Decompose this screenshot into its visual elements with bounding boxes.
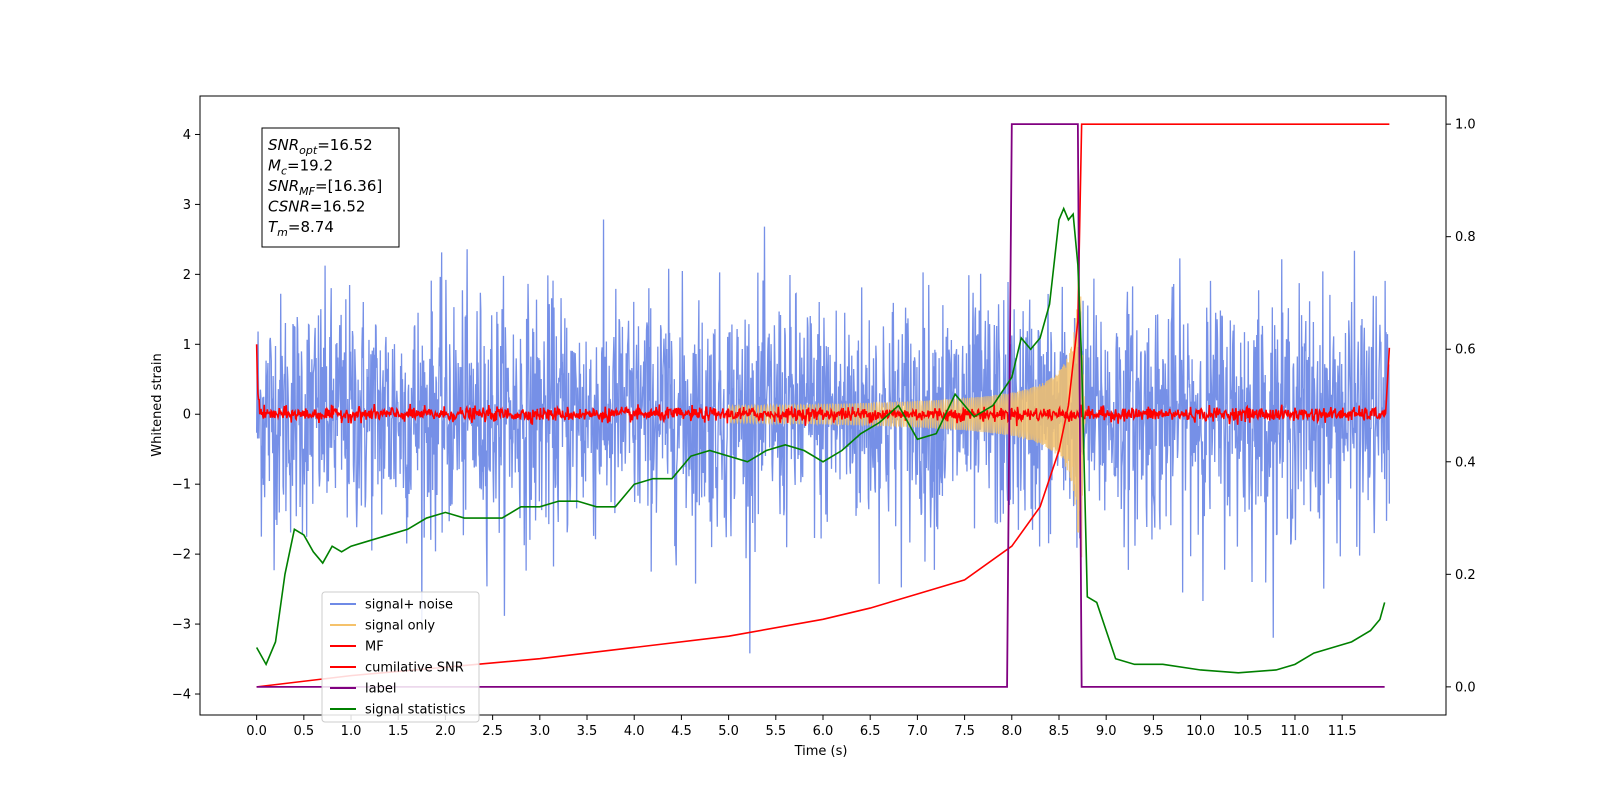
x-tick-label: 1.0: [341, 724, 362, 739]
x-tick-label: 3.5: [577, 724, 598, 739]
y-axis-label: Whitened strain: [150, 353, 165, 456]
y2-tick-label: 0.4: [1455, 455, 1476, 470]
info-line: CSNR=16.52: [268, 198, 365, 216]
info-box-frame: [261, 127, 400, 248]
legend: signal+ noise signal only MF cumilative SNR…: [321, 591, 480, 723]
x-tick-label: 5.5: [765, 724, 786, 739]
series-signal-statistics: [255, 206, 1386, 674]
series-layer: [255, 123, 1391, 688]
x-tick-label: 10.5: [1233, 724, 1262, 739]
y-tick-label: −4: [172, 688, 191, 703]
x-tick-label: 1.5: [388, 724, 409, 739]
y-tick-label: −1: [172, 478, 191, 493]
x-tick-label: 6.0: [813, 724, 834, 739]
legend-label: cumilative SNR: [365, 661, 464, 676]
legend-label: label: [365, 682, 396, 697]
x-tick-label: 5.0: [718, 724, 739, 739]
info-line: Tm=8.74: [268, 218, 334, 239]
y-tick-label: 4: [183, 128, 191, 143]
series-signal-noise: [255, 219, 1391, 654]
x-tick-label: 4.5: [671, 724, 692, 739]
info-line: Mc=19.2: [268, 157, 333, 178]
legend-label: signal statistics: [365, 703, 466, 718]
y-tick-label: 0: [183, 408, 191, 423]
x-tick-label: 7.5: [954, 724, 975, 739]
info-line: SNRMF=[16.36]: [268, 177, 382, 198]
x-tick-label: 2.0: [435, 724, 456, 739]
x-tick-label: 9.0: [1096, 724, 1117, 739]
x-tick-label: 6.5: [860, 724, 881, 739]
legend-label: MF: [365, 640, 384, 655]
legend-label: signal+ noise: [365, 598, 453, 613]
x-tick-label: 9.5: [1143, 724, 1164, 739]
y-tick-label: −3: [172, 618, 191, 633]
y-tick-label: 3: [183, 198, 191, 213]
x-tick-label: 8.5: [1049, 724, 1070, 739]
x-tick-label: 0.0: [246, 724, 267, 739]
series-cumulative-snr: [256, 123, 1390, 688]
x-tick-label: 4.0: [624, 724, 645, 739]
y-tick-label: 2: [183, 268, 191, 283]
legend-frame: [321, 591, 480, 723]
y-tick-label: 1: [183, 338, 191, 353]
y2-tick-label: 0.2: [1455, 568, 1476, 583]
y2-tick-label: 0.6: [1455, 343, 1476, 358]
y2-tick-label: 1.0: [1455, 118, 1476, 133]
x-tick-label: 10.0: [1186, 724, 1215, 739]
series-label: [256, 123, 1385, 688]
x-axis-label: Time (s): [794, 744, 848, 759]
y2-tick-label: 0.0: [1455, 680, 1476, 695]
info-lines: SNRopt=16.52Mc=19.2SNRMF=[16.36]CSNR=16.…: [268, 136, 382, 239]
x-tick-label: 0.5: [293, 724, 314, 739]
y-tick-label: −2: [172, 548, 191, 563]
x-tick-label: 2.5: [482, 724, 503, 739]
info-line: SNRopt=16.52: [268, 136, 373, 157]
info-box: SNRopt=16.52Mc=19.2SNRMF=[16.36]CSNR=16.…: [261, 127, 400, 248]
axes-layer: 0.0 0.5 1.0 1.5 2.0 2.5 3.0 3.5 4.0 4.5 5.0 5.5 6.0 6…: [172, 118, 1476, 739]
x-tick-label: 3.0: [529, 724, 550, 739]
x-tick-label: 11.0: [1280, 724, 1309, 739]
series-mf: [255, 344, 1391, 427]
legend-label: signal only: [365, 619, 435, 634]
x-tick-label: 11.5: [1328, 724, 1357, 739]
x-tick-label: 7.0: [907, 724, 928, 739]
y2-tick-label: 0.8: [1455, 230, 1476, 245]
x-tick-label: 8.0: [1001, 724, 1022, 739]
